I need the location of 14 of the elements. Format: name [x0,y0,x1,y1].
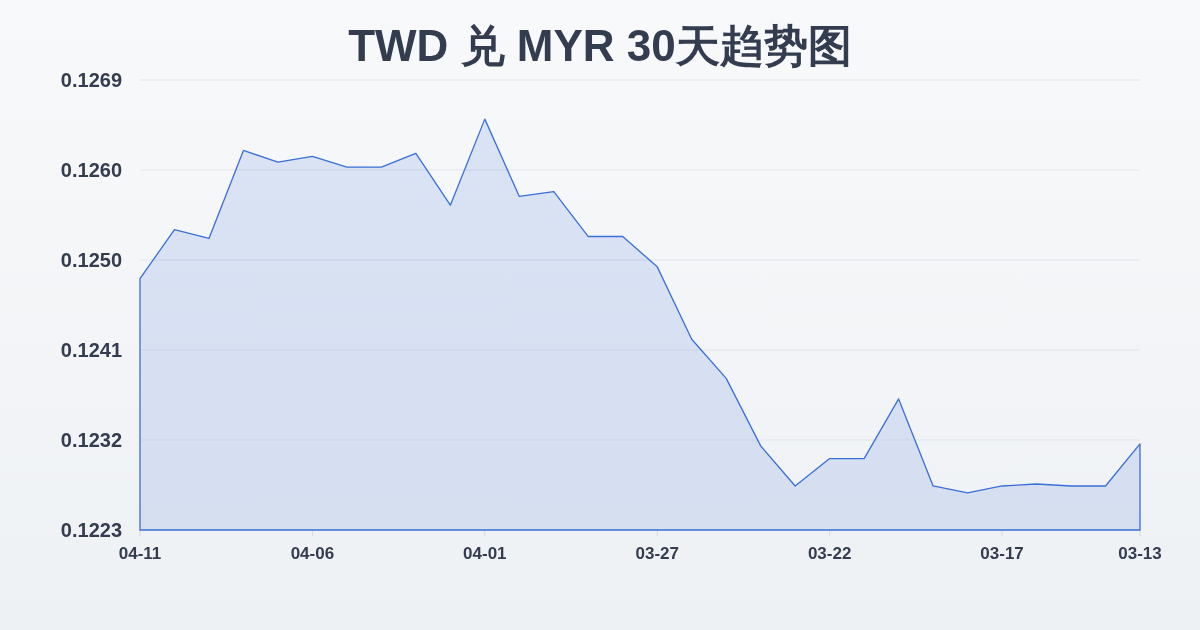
y-tick-label: 0.1223 [60,519,122,541]
y-tick-label: 0.1260 [60,159,122,181]
y-tick-label: 0.1241 [60,339,122,361]
y-tick-label: 0.1269 [60,69,122,91]
x-tick-label: 04-01 [463,543,507,563]
x-tick-label: 03-17 [980,543,1024,563]
x-tick-label: 04-11 [118,543,162,563]
x-tick-label: 04-06 [290,543,335,563]
y-tick-label: 0.1232 [60,429,122,451]
x-tick-label: 03-27 [635,543,679,563]
x-tick-label: 03-13 [1118,543,1162,563]
y-tick-label: 0.1250 [60,249,122,271]
title: TWD 兑 MYR 30天趋势图 [348,20,852,70]
x-tick-label: 03-22 [807,543,852,563]
